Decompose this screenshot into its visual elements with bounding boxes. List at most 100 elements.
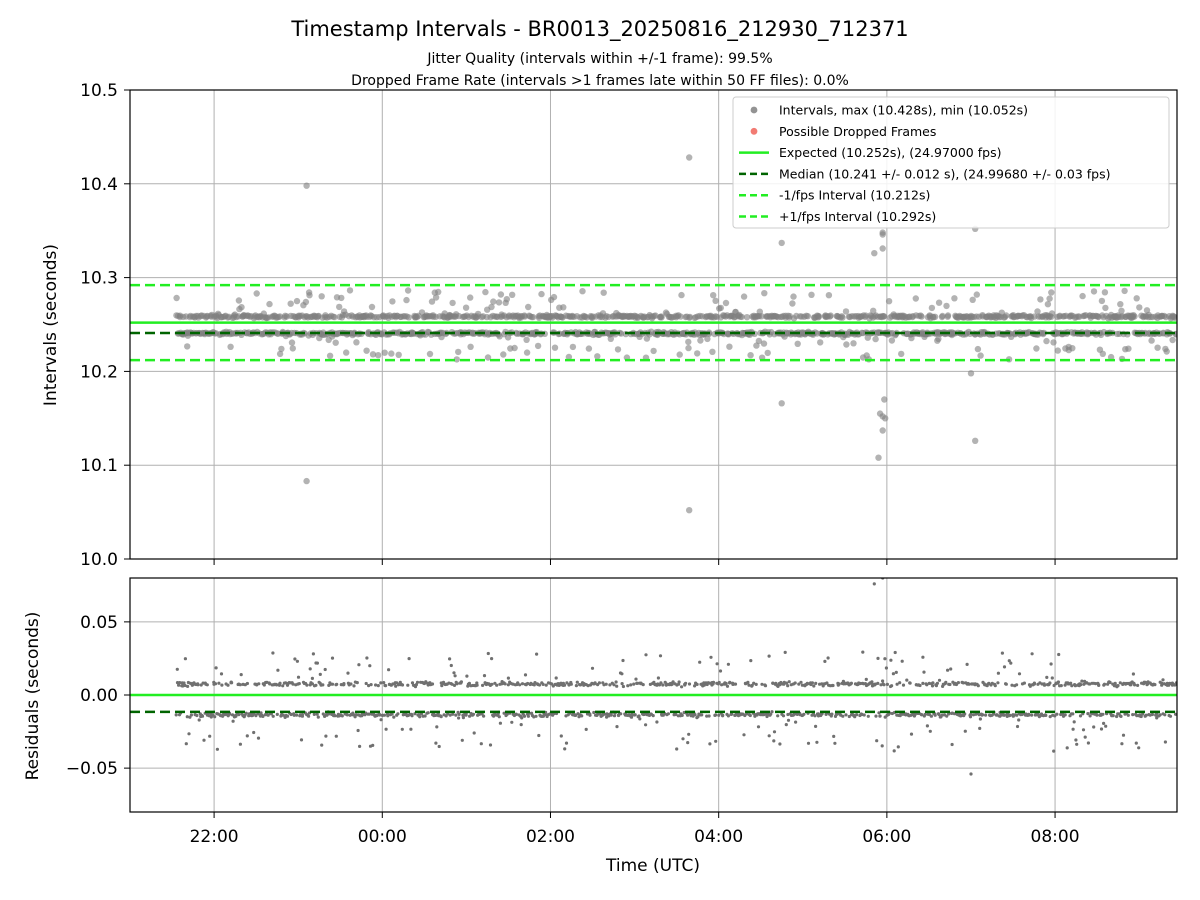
interval-point	[1007, 659, 1011, 663]
interval-point	[238, 683, 242, 687]
bottom-y-axis-label: Residuals (seconds)	[23, 612, 43, 781]
interval-point	[314, 683, 318, 687]
interval-point	[1111, 714, 1115, 718]
interval-point	[827, 312, 834, 319]
interval-point	[278, 345, 285, 353]
interval-point	[367, 712, 371, 716]
x-tick-label: 00:00	[358, 827, 407, 847]
interval-point	[307, 714, 311, 718]
interval-point	[276, 350, 284, 358]
interval-point	[830, 712, 834, 716]
interval-point	[1158, 713, 1162, 717]
interval-point	[764, 349, 771, 357]
interval-point	[1010, 683, 1014, 687]
interval-point	[1048, 289, 1055, 296]
outlier-point	[879, 427, 886, 434]
interval-point	[747, 352, 754, 359]
interval-point	[503, 296, 510, 303]
interval-point	[184, 343, 191, 350]
interval-point	[1102, 721, 1106, 726]
interval-point	[717, 680, 721, 685]
interval-point	[1150, 712, 1154, 717]
interval-point	[428, 298, 436, 305]
interval-point	[607, 335, 614, 342]
interval-point	[655, 720, 659, 724]
interval-point	[287, 300, 294, 307]
interval-point	[343, 349, 350, 356]
interval-point	[850, 340, 857, 347]
interval-point	[912, 295, 919, 302]
interval-point	[451, 712, 455, 716]
interval-point	[947, 712, 951, 716]
interval-point	[409, 727, 413, 731]
interval-point	[352, 684, 356, 688]
interval-point	[208, 734, 212, 738]
interval-point	[396, 712, 400, 716]
interval-point	[1136, 304, 1143, 311]
interval-point	[641, 683, 645, 687]
interval-point	[687, 732, 691, 736]
interval-point	[594, 353, 601, 360]
interval-point	[403, 296, 410, 304]
interval-point	[900, 659, 904, 663]
interval-point	[893, 650, 897, 655]
interval-point	[437, 744, 441, 749]
interval-point	[1121, 287, 1128, 295]
interval-point	[498, 721, 502, 725]
interval-point	[747, 683, 751, 687]
interval-point	[1148, 337, 1155, 344]
interval-point	[694, 350, 701, 357]
interval-point	[1160, 681, 1164, 685]
interval-point	[1017, 718, 1021, 722]
interval-point	[839, 314, 846, 321]
legend-label: -1/fps Interval (10.212s)	[779, 188, 930, 203]
interval-point	[629, 683, 633, 687]
interval-point	[295, 659, 299, 663]
interval-point	[913, 712, 917, 717]
interval-point	[389, 298, 396, 305]
y-tick-label: 10.0	[80, 550, 118, 570]
interval-point	[340, 714, 344, 718]
interval-point	[349, 682, 353, 686]
interval-point	[835, 712, 839, 716]
interval-point	[227, 343, 234, 350]
interval-point	[363, 347, 370, 354]
interval-point	[1074, 738, 1078, 742]
interval-point	[1169, 336, 1176, 344]
interval-point	[472, 731, 476, 735]
interval-point	[709, 348, 716, 355]
interval-point	[812, 684, 816, 688]
interval-point	[874, 714, 878, 718]
interval-point	[519, 723, 523, 727]
interval-point	[890, 684, 894, 688]
chart-legend: Intervals, max (10.428s), min (10.052s) P…	[732, 96, 1170, 229]
interval-point	[1081, 728, 1086, 732]
interval-point	[1052, 749, 1056, 753]
interval-point	[714, 713, 718, 717]
interval-point	[189, 713, 193, 717]
interval-point	[580, 714, 584, 718]
interval-point	[762, 713, 766, 717]
interval-point	[784, 723, 788, 727]
interval-point	[765, 714, 769, 719]
interval-point	[909, 732, 914, 736]
interval-point	[1174, 712, 1177, 716]
interval-point	[261, 714, 265, 719]
interval-point	[715, 662, 719, 666]
interval-point	[523, 336, 530, 343]
interval-point	[882, 683, 886, 687]
interval-point	[525, 303, 532, 311]
interval-point	[510, 720, 514, 724]
interval-point	[230, 681, 234, 685]
interval-point	[1030, 652, 1034, 656]
interval-point	[756, 725, 761, 729]
interval-point	[790, 293, 797, 300]
interval-point	[423, 714, 427, 718]
interval-point	[1118, 307, 1125, 314]
interval-point	[330, 682, 335, 686]
interval-point	[973, 291, 980, 298]
interval-point	[898, 681, 902, 685]
interval-point	[1117, 301, 1124, 308]
interval-point	[614, 346, 622, 353]
outlier-point	[972, 437, 979, 444]
